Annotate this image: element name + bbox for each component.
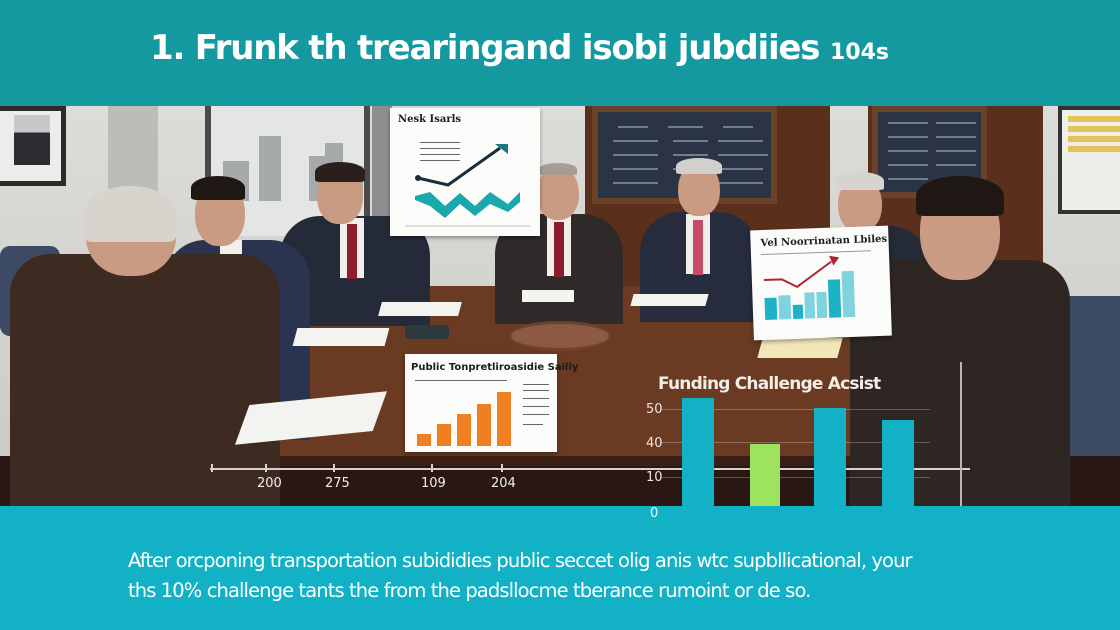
funding-bar-chart bbox=[660, 396, 940, 506]
axis-tick bbox=[333, 464, 335, 472]
funding-chart-title: Funding Challenge Acsist bbox=[658, 374, 881, 394]
notepad bbox=[757, 338, 843, 358]
y-tick-label: 0 bbox=[650, 506, 659, 521]
axis-tick bbox=[211, 464, 213, 472]
chart-card-public-transport: Public Tonpretliroasidie Sailly bbox=[405, 354, 578, 452]
document bbox=[378, 302, 462, 316]
portrait-picture bbox=[14, 115, 50, 165]
chalkboard-left bbox=[592, 106, 777, 204]
bowl bbox=[508, 321, 612, 351]
funding-bar bbox=[882, 420, 914, 506]
chart-card-title: Public Tonpretliroasidie Sailly bbox=[411, 362, 579, 373]
chart-card-trend: Nesk Isarls bbox=[390, 108, 540, 236]
grid-line bbox=[660, 409, 930, 410]
chart-card-subsidies: Vel Noorrinatan Lbiles bbox=[750, 225, 892, 341]
smartphone bbox=[405, 325, 449, 339]
table-edge bbox=[170, 456, 970, 466]
window-frame bbox=[372, 106, 392, 236]
axis-tick bbox=[265, 464, 267, 472]
page-title: 1. Frunk th trearingand isobi jubdiies 1… bbox=[150, 28, 889, 68]
axis-tick-label: 109 bbox=[421, 476, 446, 491]
chart-frame-line bbox=[960, 362, 962, 506]
table-axis-line bbox=[210, 468, 970, 470]
axis-tick-label: 275 bbox=[325, 476, 350, 491]
chair bbox=[1060, 296, 1120, 476]
title-text: 1. Frunk th trearingand isobi jubdiies bbox=[150, 28, 821, 68]
grid-line bbox=[660, 477, 930, 478]
funding-bar bbox=[814, 408, 846, 506]
building bbox=[259, 136, 281, 201]
framed-portrait bbox=[0, 106, 66, 186]
footer-line-2: ths 10% challenge tants the from the pad… bbox=[128, 579, 811, 602]
y-tick-label: 40 bbox=[646, 436, 663, 451]
footer-line-1: After orcponing transportation subididie… bbox=[128, 549, 913, 572]
grid-line bbox=[660, 442, 930, 443]
y-tick-label: 10 bbox=[646, 470, 663, 485]
subsidies-bar-chart bbox=[763, 255, 856, 320]
boardroom-scene: Nesk Isarls Vel Noorrinatan Lbiles bbox=[0, 106, 1120, 506]
title-suffix: 104s bbox=[829, 40, 889, 65]
funding-bar bbox=[682, 398, 714, 506]
axis-tick bbox=[431, 464, 433, 472]
document bbox=[630, 294, 709, 306]
document bbox=[292, 328, 390, 346]
chart-card-title: Nesk Isarls bbox=[398, 114, 462, 125]
axis-tick-label: 200 bbox=[257, 476, 282, 491]
trend-line-chart bbox=[405, 144, 530, 227]
funding-bar bbox=[750, 444, 780, 506]
footer-banner: 0 After orcponing transportation subidid… bbox=[0, 506, 1120, 630]
notepad bbox=[522, 290, 574, 302]
orange-bar-chart bbox=[413, 378, 517, 446]
header-banner: 1. Frunk th trearingand isobi jubdiies 1… bbox=[0, 0, 1120, 106]
footer-caption: After orcponing transportation subididie… bbox=[128, 546, 1008, 606]
notice-board bbox=[1058, 106, 1120, 214]
axis-tick-label: 204 bbox=[491, 476, 516, 491]
y-tick-label: 50 bbox=[646, 402, 663, 417]
axis-tick bbox=[501, 464, 503, 472]
